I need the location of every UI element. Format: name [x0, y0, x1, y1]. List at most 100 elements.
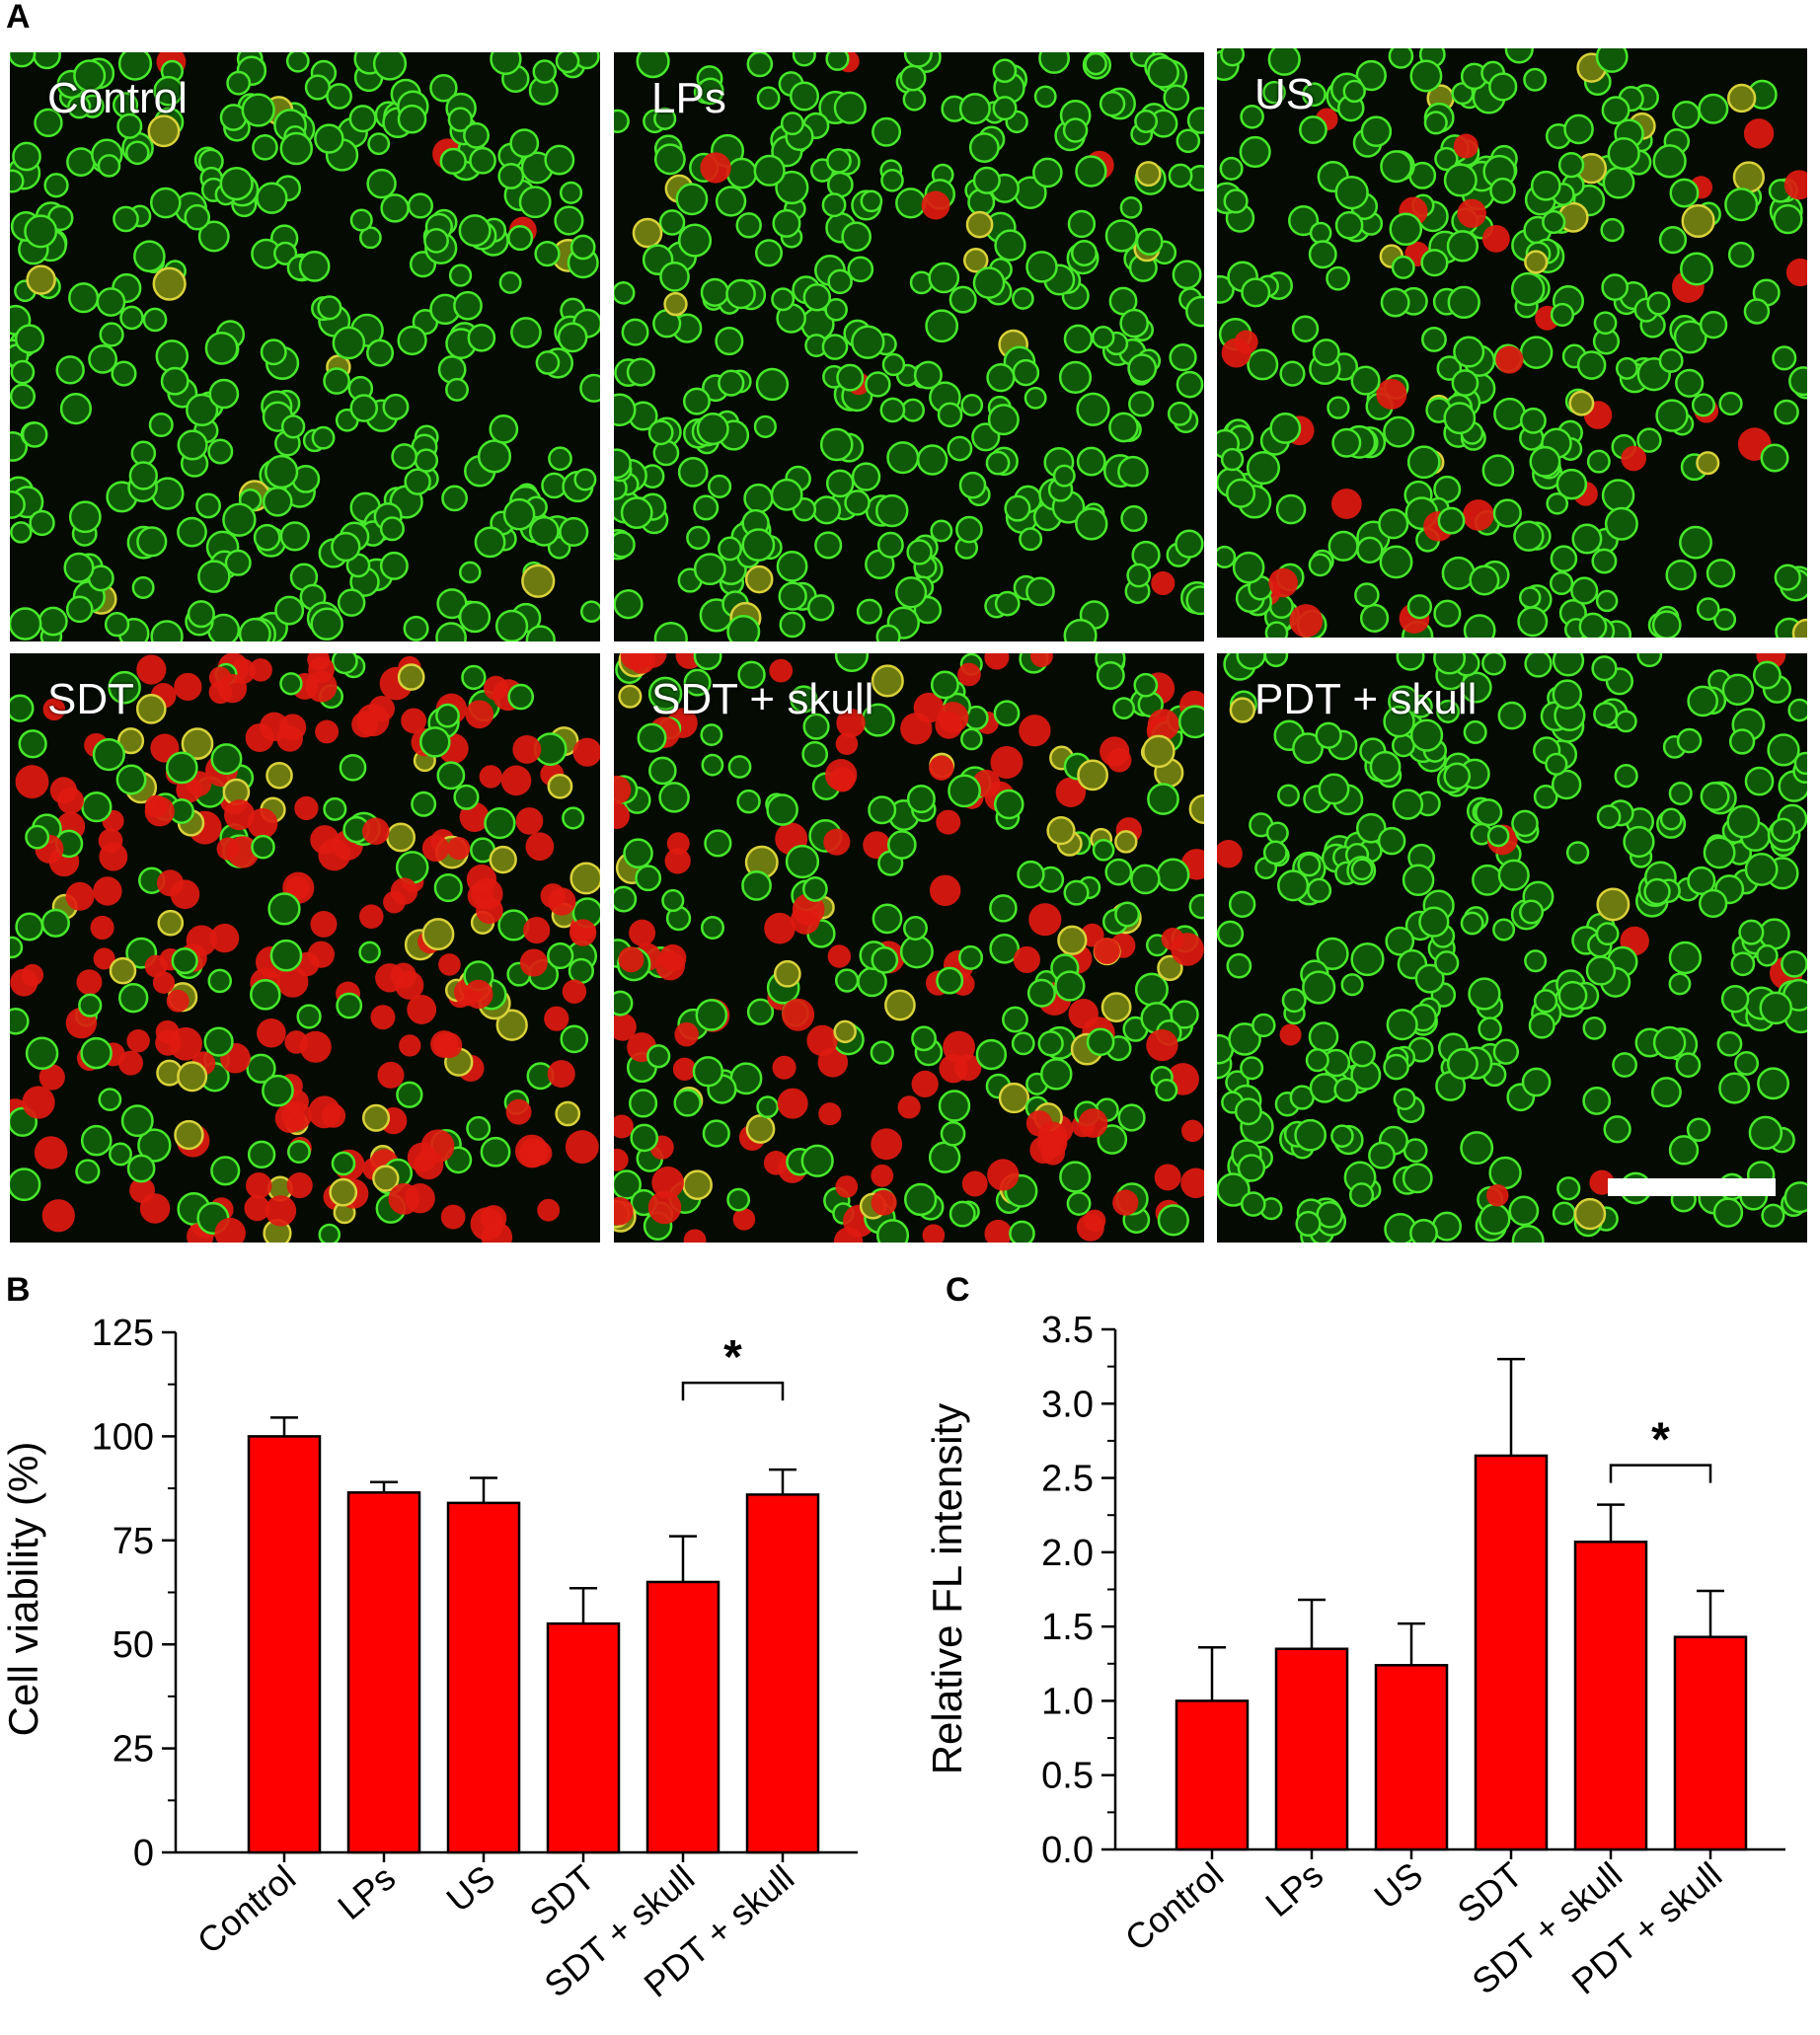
live-cell — [1504, 48, 1534, 64]
live-cell — [474, 526, 506, 559]
live-cell — [15, 912, 44, 942]
live-cell — [677, 456, 709, 488]
y-axis-label: Cell viability (%) — [0, 1442, 46, 1737]
live-cell — [841, 221, 872, 253]
dead-cell — [98, 828, 123, 854]
live-cell — [802, 283, 832, 312]
live-cell — [886, 441, 920, 475]
live-cell — [149, 187, 182, 219]
dead-cell — [614, 1196, 634, 1226]
bar — [346, 1491, 421, 1854]
live-cell — [880, 168, 904, 192]
live-cell — [1706, 559, 1736, 588]
y-axis-label: Relative FL intensity — [924, 1403, 970, 1775]
dead-cell — [990, 746, 1024, 780]
live-cell — [559, 516, 589, 547]
live-cell — [1097, 1124, 1128, 1155]
live-cell — [120, 1104, 154, 1138]
live-cell — [779, 611, 806, 639]
live-cell — [99, 322, 124, 347]
live-cell — [1433, 653, 1467, 675]
dead-cell — [126, 1028, 150, 1053]
live-cell — [25, 1036, 59, 1071]
live-cell — [1009, 1220, 1035, 1243]
live-cell — [1612, 1052, 1637, 1078]
micrograph-label: LPs — [651, 74, 726, 122]
x-tick-label: SDT — [522, 1857, 603, 1934]
live-cell — [994, 590, 1021, 617]
live-cell — [177, 516, 207, 548]
live-cell — [1383, 1053, 1409, 1081]
live-cell — [1091, 326, 1115, 349]
live-cell — [569, 862, 600, 895]
micrograph-label: SDT — [47, 675, 134, 723]
live-cell — [673, 1089, 702, 1117]
live-cell — [1492, 1038, 1520, 1065]
live-cell — [614, 281, 636, 305]
live-cell — [1582, 1016, 1607, 1040]
live-cell — [1576, 350, 1607, 380]
dead-cell — [782, 998, 815, 1031]
dead-cell — [401, 708, 426, 734]
live-cell — [238, 617, 271, 641]
live-cell — [1127, 353, 1158, 384]
live-cell — [314, 123, 344, 154]
live-cell — [1760, 443, 1789, 473]
live-cell — [10, 694, 35, 722]
live-cell — [725, 157, 758, 189]
live-cell — [827, 268, 853, 295]
live-cell — [1135, 161, 1162, 188]
live-cell — [10, 52, 37, 68]
live-cell — [1557, 980, 1588, 1011]
live-cell — [510, 317, 542, 348]
live-cell — [1185, 585, 1204, 616]
live-cell — [648, 756, 677, 786]
live-cell — [1277, 784, 1300, 807]
cell-field — [614, 52, 1204, 641]
live-cell — [548, 446, 572, 472]
live-cell — [1513, 520, 1545, 552]
live-cell — [265, 454, 299, 490]
dead-cell — [466, 864, 497, 895]
live-cell — [1519, 899, 1545, 925]
live-cell — [445, 377, 470, 402]
dead-cell — [224, 799, 256, 831]
live-cell — [1054, 970, 1086, 1002]
dead-cell — [276, 966, 309, 998]
dead-cell — [1147, 709, 1179, 741]
dead-cell — [370, 1005, 396, 1030]
live-cell — [437, 355, 467, 384]
live-cell — [279, 521, 310, 552]
live-cell — [1773, 203, 1803, 235]
live-cell — [1720, 984, 1750, 1014]
live-cell — [1223, 188, 1249, 214]
live-cell — [632, 217, 663, 249]
dead-cell — [318, 838, 351, 871]
live-cell — [856, 598, 882, 625]
live-cell — [554, 205, 584, 236]
live-cell — [1658, 225, 1688, 255]
live-cell — [872, 903, 903, 935]
scale-bar — [1608, 1178, 1776, 1196]
live-cell — [1114, 901, 1141, 928]
live-cell — [269, 939, 303, 972]
live-cell — [1406, 445, 1441, 480]
live-cell — [68, 282, 100, 314]
live-cell — [1481, 454, 1515, 488]
live-cell — [1593, 702, 1619, 727]
live-cell — [1770, 817, 1796, 843]
live-cell — [1479, 1202, 1511, 1236]
dead-cell — [1376, 378, 1407, 410]
dead-cell — [1019, 715, 1051, 747]
live-cell — [109, 1142, 132, 1167]
dead-cell — [388, 1183, 420, 1215]
live-cell — [34, 108, 63, 138]
live-cell — [937, 402, 963, 428]
live-cell — [960, 727, 983, 751]
live-cell — [1793, 751, 1807, 776]
live-cell — [1673, 320, 1707, 354]
live-cell — [1546, 491, 1569, 515]
live-cell — [958, 944, 984, 970]
live-cell — [1219, 156, 1244, 181]
live-cell — [1596, 804, 1622, 829]
